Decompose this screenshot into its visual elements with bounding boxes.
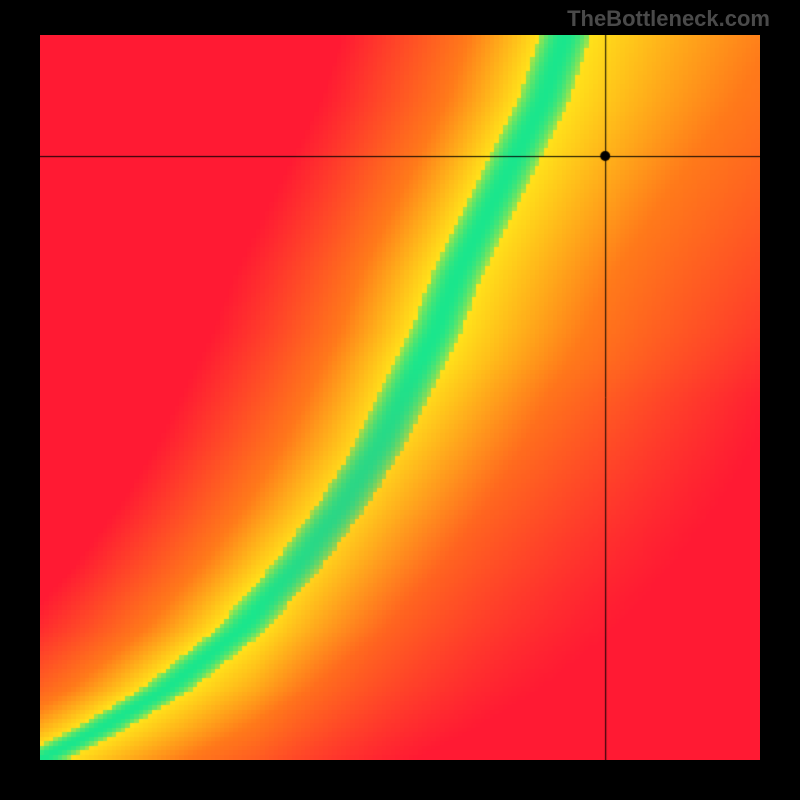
plot-area <box>40 35 760 760</box>
watermark-text: TheBottleneck.com <box>567 6 770 32</box>
root-container: TheBottleneck.com <box>0 0 800 800</box>
heatmap-canvas <box>40 35 760 760</box>
